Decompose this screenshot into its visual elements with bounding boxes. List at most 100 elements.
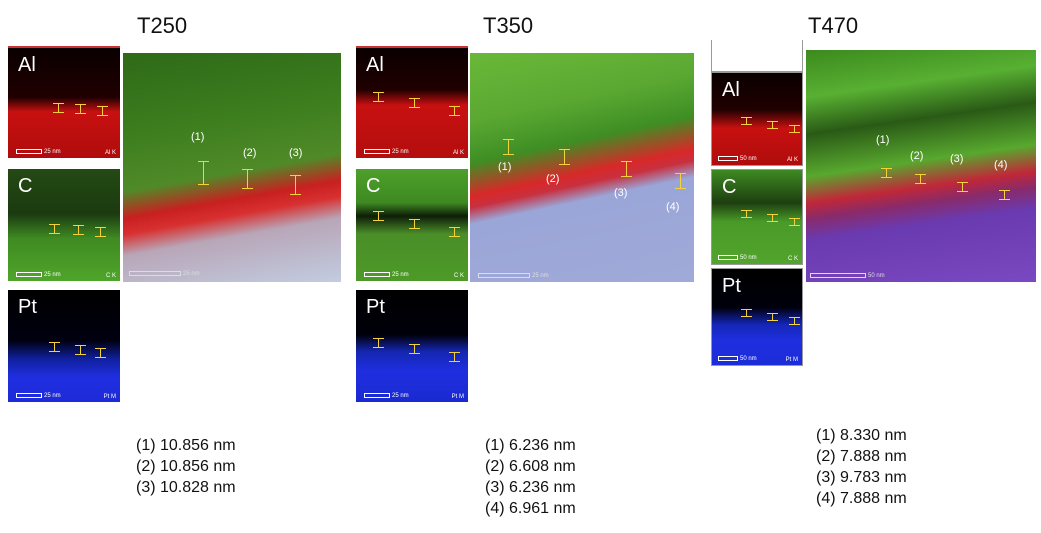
scale-bar bbox=[364, 393, 390, 398]
pt-map-t350: Pt 25 nm Pt M bbox=[356, 290, 468, 402]
measurement-marker bbox=[449, 106, 460, 116]
measurement-marker bbox=[999, 190, 1010, 200]
measurement-marker bbox=[409, 344, 420, 354]
scale-bar-label: 25 nm bbox=[44, 272, 61, 278]
measurement-2: (2) 7.888 nm bbox=[816, 448, 907, 465]
measurement-marker bbox=[95, 227, 106, 237]
c-map-t470: C 50 nm C K bbox=[711, 169, 803, 265]
scale-bar bbox=[718, 356, 738, 361]
overlay-map-t250: (1) (2) (3) 25 nm bbox=[123, 53, 341, 282]
measurement-marker bbox=[409, 219, 420, 229]
element-line-label: Pt M bbox=[451, 394, 464, 400]
element-line-label: Al K bbox=[786, 157, 798, 163]
scale-bar-label: 50 nm bbox=[740, 156, 757, 162]
element-line-label: C K bbox=[787, 256, 798, 262]
marker-label-1: (1) bbox=[498, 161, 512, 173]
marker-label-1: (1) bbox=[191, 131, 205, 143]
measurement-marker bbox=[915, 174, 926, 184]
scale-bar-label: 50 nm bbox=[740, 356, 757, 362]
marker-label-4: (4) bbox=[994, 159, 1008, 171]
scale-bar-label: 25 nm bbox=[392, 272, 409, 278]
measurement-marker bbox=[449, 352, 460, 362]
scale-bar-label: 25 nm bbox=[44, 149, 61, 155]
measurement-marker bbox=[767, 214, 778, 222]
marker-label-3: (3) bbox=[950, 153, 964, 165]
scale-bar-label: 50 nm bbox=[740, 255, 757, 261]
measurement-3: (3) 6.236 nm bbox=[485, 479, 576, 496]
c-map-t350: C 25 nm C K bbox=[356, 169, 468, 281]
measurement-marker bbox=[675, 173, 686, 189]
measurement-marker bbox=[373, 338, 384, 348]
overlay-map-t350: (1) (2) (3) (4) 25 nm bbox=[470, 53, 694, 282]
measurement-marker bbox=[53, 103, 64, 113]
measurement-marker bbox=[789, 317, 800, 325]
measurement-list-t470: (1) 8.330 nm (2) 7.888 nm (3) 9.783 nm (… bbox=[816, 425, 907, 509]
al-map-t470: Al 50 nm Al K bbox=[711, 72, 803, 166]
element-line-label: Al K bbox=[104, 150, 116, 156]
measurement-1: (1) 8.330 nm bbox=[816, 427, 907, 444]
scale-bar bbox=[718, 156, 738, 161]
measurement-2: (2) 10.856 nm bbox=[136, 458, 236, 475]
pt-map-label: Pt bbox=[18, 296, 37, 318]
scale-bar bbox=[810, 273, 866, 278]
scale-bar-label: 25 nm bbox=[532, 273, 549, 279]
measurement-marker bbox=[49, 224, 60, 234]
measurement-marker bbox=[409, 98, 420, 108]
measurement-marker bbox=[789, 125, 800, 133]
measurement-marker bbox=[767, 313, 778, 321]
c-map-label: C bbox=[366, 175, 381, 197]
measurement-4: (4) 7.888 nm bbox=[816, 490, 907, 507]
pt-map-t470: Pt 50 nm Pt M bbox=[711, 268, 803, 366]
measurement-marker bbox=[449, 227, 460, 237]
element-line-label: Pt M bbox=[785, 357, 798, 363]
al-map-label: Al bbox=[722, 79, 740, 101]
element-line-label: C K bbox=[453, 273, 464, 279]
measurement-marker bbox=[957, 182, 968, 192]
scale-bar bbox=[478, 273, 530, 278]
panel-title-t250: T250 bbox=[137, 13, 188, 38]
panel-title-t350: T350 bbox=[483, 13, 534, 38]
measurement-1: (1) 6.236 nm bbox=[485, 437, 576, 454]
scale-bar-label: 25 nm bbox=[183, 271, 200, 277]
marker-label-3: (3) bbox=[289, 147, 303, 159]
al-map-label: Al bbox=[366, 54, 384, 76]
measurement-marker bbox=[503, 139, 514, 155]
scale-bar-label: 50 nm bbox=[868, 273, 885, 279]
pt-map-label: Pt bbox=[722, 275, 741, 297]
measurement-marker bbox=[73, 225, 84, 235]
measurement-1: (1) 10.856 nm bbox=[136, 437, 236, 454]
measurement-marker bbox=[242, 169, 253, 189]
marker-label-3: (3) bbox=[614, 187, 628, 199]
element-line-label: Pt M bbox=[103, 394, 116, 400]
scale-bar bbox=[364, 149, 390, 154]
blank-frame-t470 bbox=[711, 40, 803, 72]
measurement-3: (3) 10.828 nm bbox=[136, 479, 236, 496]
scale-bar bbox=[364, 272, 390, 277]
marker-label-2: (2) bbox=[910, 150, 924, 162]
measurement-marker bbox=[881, 168, 892, 178]
measurement-marker bbox=[741, 210, 752, 218]
measurement-2: (2) 6.608 nm bbox=[485, 458, 576, 475]
scale-bar-label: 25 nm bbox=[44, 393, 61, 399]
scale-bar bbox=[718, 255, 738, 260]
measurement-marker bbox=[75, 345, 86, 355]
pt-map-label: Pt bbox=[366, 296, 385, 318]
measurement-list-t350: (1) 6.236 nm (2) 6.608 nm (3) 6.236 nm (… bbox=[485, 435, 576, 519]
scale-bar bbox=[16, 272, 42, 277]
measurement-marker bbox=[75, 104, 86, 114]
pt-map-t250: Pt 25 nm Pt M bbox=[8, 290, 120, 402]
element-line-label: C K bbox=[105, 273, 116, 279]
measurement-marker bbox=[290, 175, 301, 195]
measurement-marker bbox=[741, 117, 752, 125]
al-map-label: Al bbox=[18, 54, 36, 76]
c-map-label: C bbox=[722, 176, 737, 198]
measurement-marker bbox=[373, 211, 384, 221]
measurement-marker bbox=[789, 218, 800, 226]
measurement-marker bbox=[95, 348, 106, 358]
element-line-label: Al K bbox=[452, 150, 464, 156]
measurement-marker bbox=[559, 149, 570, 165]
c-map-label: C bbox=[18, 175, 33, 197]
scale-bar bbox=[129, 271, 181, 276]
al-map-t350: Al 25 nm Al K bbox=[356, 46, 468, 158]
marker-label-4: (4) bbox=[666, 201, 680, 213]
